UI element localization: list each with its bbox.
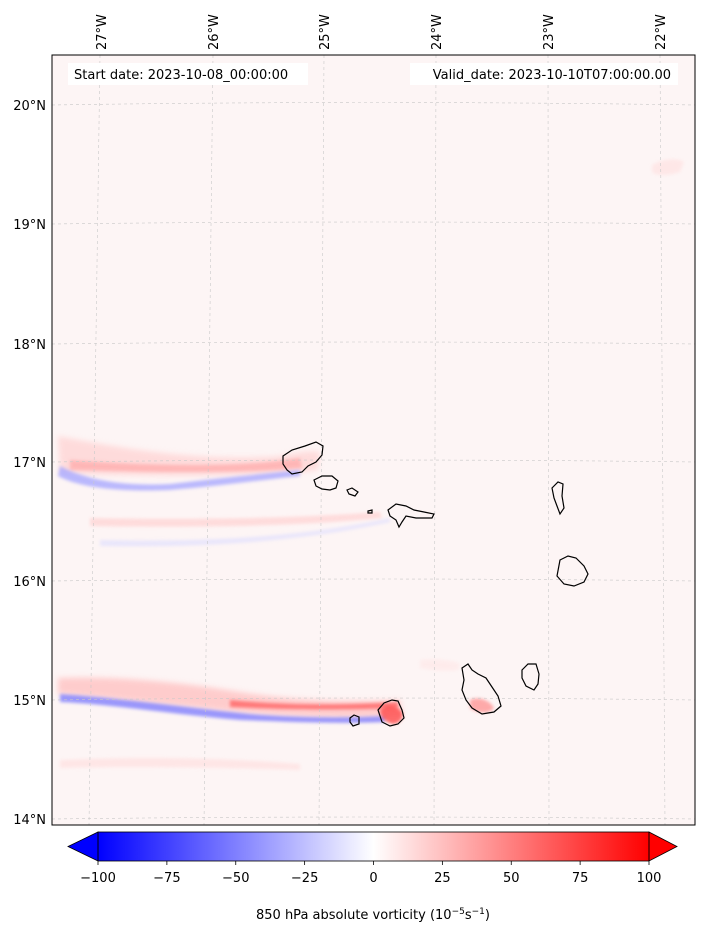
colorbar-tick-label: −50	[222, 871, 249, 886]
lat-label-16n: 16°N	[13, 575, 46, 590]
parallel-18n	[52, 341, 695, 345]
meridian-25w	[318, 55, 325, 825]
start-date-label: Start date: 2023-10-08_00:00:00	[74, 68, 288, 83]
colorbar-label-suffix: )	[485, 908, 490, 923]
vorticity-negative-streak-mid	[100, 518, 390, 547]
lon-label-24w: 24°W	[430, 14, 445, 50]
colorbar-extend-min	[67, 831, 99, 862]
lon-label-23w: 23°W	[542, 14, 557, 50]
island-maio	[521, 663, 540, 691]
start-date-annotation: Start date: 2023-10-08_00:00:00	[68, 63, 308, 85]
vorticity-field	[52, 55, 695, 825]
parallel-20n	[52, 102, 695, 106]
vorticity-weak-north-patch	[652, 159, 684, 175]
colorbar-label-mid: s	[465, 908, 472, 923]
parallel-19n	[52, 221, 695, 225]
latitude-labels: 20°N 19°N 18°N 17°N 16°N 15°N 14°N	[13, 99, 46, 828]
island-brava	[349, 714, 360, 727]
colorbar-tick-label: 25	[434, 871, 451, 886]
meridian-26w	[203, 55, 214, 825]
valid-date-annotation: Valid_date: 2023-10-10T07:00:00.00	[410, 63, 678, 85]
valid-date-label: Valid_date: 2023-10-10T07:00:00.00	[433, 68, 671, 83]
lat-label-14n: 14°N	[13, 813, 46, 828]
lat-label-17n: 17°N	[13, 456, 46, 471]
vorticity-negative-band-south	[60, 694, 385, 723]
start-date-box	[68, 63, 308, 85]
parallel-14n	[52, 816, 695, 820]
vorticity-dipole-fogo	[380, 705, 403, 724]
lat-label-15n: 15°N	[13, 694, 46, 709]
island-fogo	[377, 699, 405, 727]
vorticity-positive-core-north	[70, 458, 302, 472]
island-santiago	[461, 663, 502, 715]
colorbar-tick-label: −100	[80, 871, 116, 886]
graticule	[52, 55, 695, 825]
coastlines	[282, 441, 589, 727]
island-santo-antao	[282, 441, 324, 475]
vorticity-weak-patch-fogo-east	[420, 659, 460, 671]
parallel-15n	[52, 697, 695, 701]
parallel-16n	[52, 578, 695, 582]
vorticity-dipole-santiago	[470, 698, 494, 713]
colorbar-tick-label: 75	[572, 871, 589, 886]
island-sal	[551, 481, 565, 516]
colorbar-tick-label: 50	[503, 871, 520, 886]
colorbar: −100 −75 −50 −25 0 25 50 75 100 850 hPa absolute…	[67, 831, 678, 923]
vorticity-positive-core-south	[230, 700, 398, 710]
lat-label-19n: 19°N	[13, 218, 46, 233]
lat-label-18n: 18°N	[13, 338, 46, 353]
lon-label-25w: 25°W	[318, 14, 333, 50]
lat-label-20n: 20°N	[13, 99, 46, 114]
colorbar-gradient	[98, 832, 649, 861]
valid-date-box	[410, 63, 678, 85]
colorbar-extend-max	[648, 831, 678, 862]
vorticity-weak-south-streak	[60, 757, 300, 770]
island-boa-vista	[556, 555, 589, 587]
colorbar-label-exp1: −5	[452, 907, 465, 917]
vorticity-negative-band-north	[58, 466, 300, 491]
meridian-27w	[88, 55, 101, 825]
colorbar-label-prefix: 850 hPa absolute vorticity (10	[256, 908, 452, 923]
map-frame	[51, 54, 696, 826]
colorbar-label: 850 hPa absolute vorticity (10−5s−1)	[256, 907, 490, 923]
meridian-22w	[659, 55, 666, 825]
lon-label-26w: 26°W	[207, 14, 222, 50]
colorbar-tick-label: 100	[637, 871, 662, 886]
vorticity-positive-streak-mid	[90, 512, 382, 527]
island-branco	[367, 509, 373, 514]
island-sao-vicente	[313, 475, 339, 491]
longitude-labels: 27°W 26°W 25°W 24°W 23°W 22°W	[95, 14, 669, 50]
lon-label-27w: 27°W	[95, 14, 110, 50]
colorbar-tick-label: −75	[153, 871, 180, 886]
colorbar-tick-label: 0	[369, 871, 377, 886]
colorbar-label-exp2: −1	[472, 907, 485, 917]
lon-label-22w: 22°W	[654, 14, 669, 50]
island-sao-nicolau	[387, 503, 435, 529]
parallel-17n	[52, 459, 695, 463]
colorbar-tick-label: −25	[291, 871, 318, 886]
map-panel: Start date: 2023-10-08_00:00:00 Valid_da…	[13, 14, 696, 828]
colorbar-ticks: −100 −75 −50 −25 0 25 50 75 100	[80, 861, 661, 886]
island-santa-luzia	[346, 487, 359, 497]
meridian-23w	[547, 55, 550, 825]
meridian-24w	[433, 55, 437, 825]
